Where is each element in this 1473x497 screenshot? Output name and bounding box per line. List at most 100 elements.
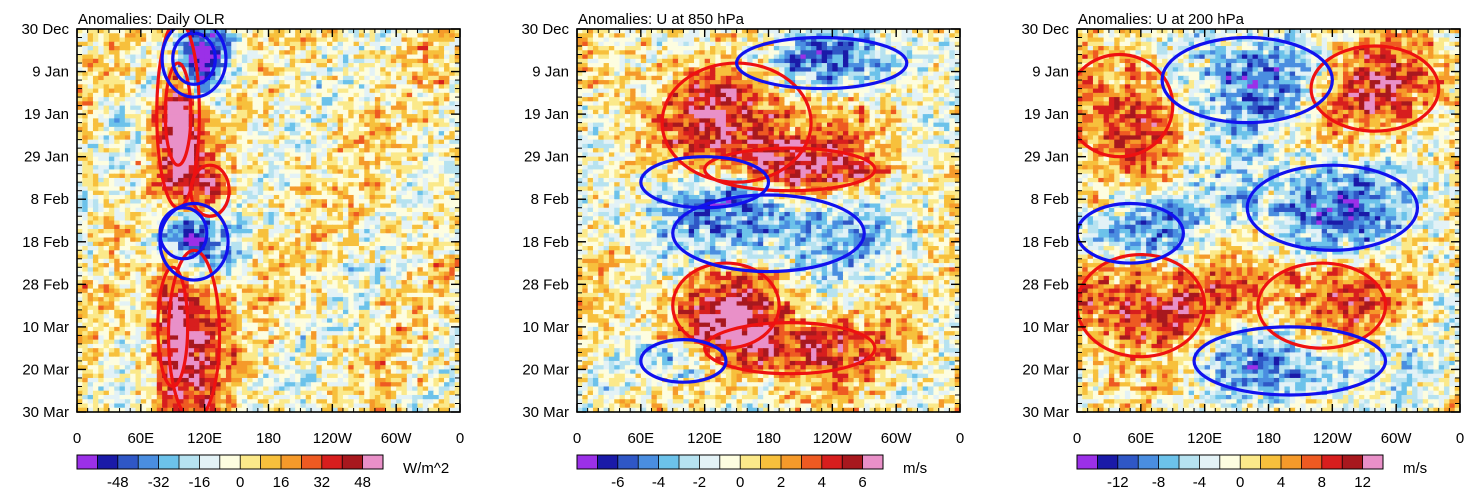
negative-contour-2	[671, 193, 866, 274]
y-tick-label: 30 Dec	[1021, 21, 1069, 38]
x-tick-label: 60E	[127, 430, 154, 447]
positive-contour-3	[1077, 252, 1207, 359]
colorbar-swatch	[219, 455, 241, 469]
colorbar-swatch	[179, 455, 200, 469]
y-tick-label: 29 Jan	[524, 149, 569, 166]
colorbar-swatch	[1199, 455, 1221, 469]
colorbar-swatch	[362, 455, 384, 469]
y-tick-label: 10 Mar	[522, 319, 569, 336]
x-tick-label: 0	[1073, 430, 1081, 447]
colorbar-label: -4	[1193, 474, 1206, 491]
colorbar-label: 32	[313, 474, 330, 491]
colorbar-swatch	[1342, 455, 1363, 469]
x-tick-label: 0	[456, 430, 464, 447]
negative-contour-3	[639, 155, 771, 210]
y-tick-label: 29 Jan	[1024, 149, 1069, 166]
positive-contour-3	[189, 163, 231, 218]
positive-contour-2	[703, 146, 877, 193]
y-tick-label: 8 Feb	[1031, 191, 1069, 208]
colorbar-swatch	[760, 455, 782, 469]
positive-contour-2	[1309, 44, 1441, 133]
colorbar-swatch	[117, 455, 139, 469]
colorbar-frame	[576, 454, 884, 470]
colorbar-swatch	[1138, 455, 1159, 469]
y-tick-label: 28 Feb	[22, 276, 69, 293]
colorbar-swatch	[719, 455, 741, 469]
y-tick-label: 20 Mar	[22, 361, 69, 378]
x-tick-label: 60E	[627, 430, 654, 447]
x-tick-label: 120E	[187, 430, 222, 447]
positive-contour-4	[703, 321, 877, 376]
y-tick-label: 19 Jan	[1024, 106, 1069, 123]
colorbar-swatch	[138, 455, 159, 469]
colorbar-swatch	[281, 455, 302, 469]
colorbar-swatch	[1362, 455, 1384, 469]
y-tick-label: 30 Mar	[22, 404, 69, 421]
colorbar-swatch	[301, 455, 323, 469]
colorbar-frame	[76, 454, 384, 470]
y-tick-label: 10 Mar	[22, 319, 69, 336]
y-tick-label: 30 Mar	[522, 404, 569, 421]
colorbar-label: 4	[818, 474, 826, 491]
colorbar-label: -12	[1107, 474, 1129, 491]
colorbar-swatch	[1077, 455, 1098, 469]
colorbar-swatch	[638, 455, 659, 469]
x-tick-label: 120W	[313, 430, 353, 447]
colorbar-swatch	[260, 455, 282, 469]
colorbar-swatch	[842, 455, 863, 469]
y-tick-label: 30 Dec	[521, 21, 569, 38]
colorbar: -6 -4 -2 0 2 4 6 m/s	[576, 454, 927, 491]
colorbar-swatch	[658, 455, 680, 469]
colorbar: -48 -32 -16 0 16 32 48 W/m^2	[76, 454, 449, 491]
colorbar-swatch	[199, 455, 221, 469]
colorbar-swatch	[1281, 455, 1302, 469]
colorbar-swatch	[1117, 455, 1139, 469]
colorbar-swatch	[577, 455, 598, 469]
colorbar-label: -48	[107, 474, 129, 491]
negative-contour-4	[1192, 325, 1388, 397]
colorbar-swatch	[321, 455, 343, 469]
x-tick-label: 60E	[1127, 430, 1154, 447]
x-tick-label: 60W	[1381, 430, 1413, 447]
colorbar-label: 12	[1354, 474, 1371, 491]
colorbar-label: -2	[693, 474, 706, 491]
heatmap-field	[77, 29, 460, 412]
y-tick-label: 18 Feb	[1022, 234, 1069, 251]
panel-3: Anomalies: U at 200 hPa 0 60E 120E 180 120W 60…	[1021, 11, 1464, 491]
x-tick-label: 0	[73, 430, 81, 447]
positive-contour-1	[1077, 52, 1175, 159]
colorbar-swatch	[1240, 455, 1261, 469]
colorbar-swatch	[740, 455, 761, 469]
colorbar-label: 8	[1318, 474, 1326, 491]
colorbar-label: 0	[236, 474, 244, 491]
colorbar-label: 16	[273, 474, 290, 491]
x-tick-label: 0	[956, 430, 964, 447]
negative-contour-1	[1160, 35, 1334, 125]
colorbar-label: 4	[1277, 474, 1285, 491]
y-tick-label: 9 Jan	[1032, 64, 1069, 81]
y-tick-label: 19 Jan	[524, 106, 569, 123]
negative-contour-4	[158, 201, 230, 282]
x-tick-label: 60W	[881, 430, 913, 447]
positive-contour-5	[166, 248, 222, 412]
colorbar-label: 0	[1236, 474, 1244, 491]
panel-title: Anomalies: U at 200 hPa	[1078, 11, 1245, 28]
colorbar: -12 -8 -4 0 4 8 12 m/s	[1076, 454, 1427, 491]
negative-contour-1	[734, 35, 909, 91]
colorbar-swatch	[342, 455, 363, 469]
y-tick-label: 10 Mar	[1022, 319, 1069, 336]
colorbar-label: -6	[611, 474, 624, 491]
colorbar-swatch	[781, 455, 802, 469]
colorbar-swatch	[801, 455, 823, 469]
colorbar-label: -16	[189, 474, 211, 491]
y-tick-label: 30 Mar	[1022, 404, 1069, 421]
colorbar-swatch	[1097, 455, 1119, 469]
y-tick-label: 19 Jan	[24, 106, 69, 123]
heatmap-field	[577, 29, 960, 412]
y-tick-label: 18 Feb	[22, 234, 69, 251]
y-tick-label: 20 Mar	[1022, 361, 1069, 378]
positive-contour-3	[671, 261, 781, 350]
x-tick-label: 120E	[687, 430, 722, 447]
heatmap-field	[1077, 29, 1460, 412]
